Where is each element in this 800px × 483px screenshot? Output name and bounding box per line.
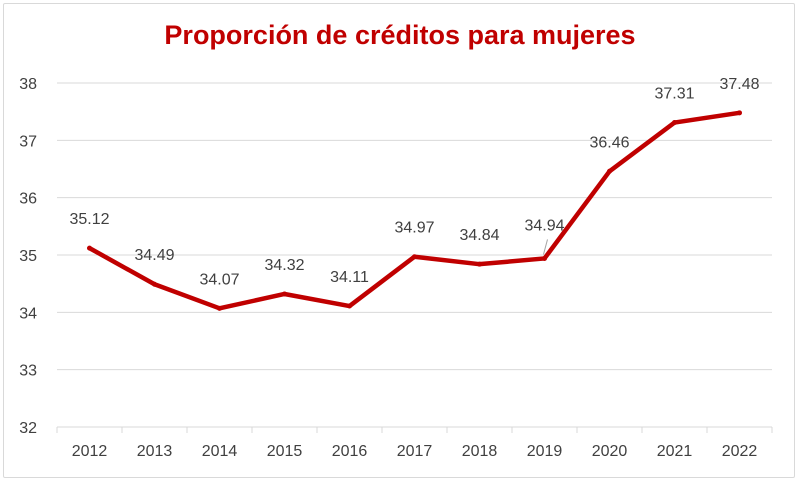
y-tick-label-38: 38 bbox=[19, 76, 37, 93]
data-point-2021 bbox=[672, 120, 677, 126]
data-point-2014 bbox=[217, 305, 222, 311]
y-tick-label-35: 35 bbox=[19, 248, 37, 265]
chart-title: Proporción de créditos para mujeres bbox=[164, 20, 636, 50]
y-axis-tick-labels: 32 33 34 35 36 37 38 bbox=[19, 76, 37, 437]
data-point-2012 bbox=[87, 245, 92, 251]
x-tick-label-2012: 2012 bbox=[72, 443, 108, 460]
data-label-2022: 37.48 bbox=[719, 76, 759, 93]
x-tick-label-2016: 2016 bbox=[332, 443, 368, 460]
data-label-2018: 34.84 bbox=[459, 227, 499, 244]
data-label-2013: 34.49 bbox=[134, 247, 174, 264]
x-tick-label-2015: 2015 bbox=[267, 443, 303, 460]
series-line bbox=[87, 110, 742, 311]
data-point-2022 bbox=[737, 110, 742, 116]
data-label-2020: 36.46 bbox=[589, 134, 629, 151]
x-axis bbox=[56, 426, 773, 433]
data-point-2019 bbox=[542, 255, 547, 261]
data-label-2017: 34.97 bbox=[394, 220, 434, 237]
data-label-2019: 34.94 bbox=[524, 217, 564, 234]
series bbox=[87, 110, 742, 311]
data-label-2014: 34.07 bbox=[199, 271, 239, 288]
data-point-2017 bbox=[412, 254, 417, 260]
x-tick-label-2017: 2017 bbox=[397, 443, 433, 460]
data-point-2018 bbox=[477, 261, 482, 267]
y-tick-label-36: 36 bbox=[19, 191, 37, 208]
data-label-leader-line bbox=[543, 239, 548, 255]
x-tick-label-2020: 2020 bbox=[592, 443, 628, 460]
data-label-2016: 34.11 bbox=[330, 269, 369, 286]
x-tick-label-2013: 2013 bbox=[137, 443, 173, 460]
data-point-2015 bbox=[282, 291, 287, 297]
chart-frame bbox=[3, 3, 795, 478]
data-point-2013 bbox=[152, 281, 157, 287]
x-tick-label-2021: 2021 bbox=[657, 443, 693, 460]
x-tick-label-2014: 2014 bbox=[202, 443, 238, 460]
y-tick-label-37: 37 bbox=[19, 133, 37, 150]
y-tick-label-34: 34 bbox=[19, 305, 37, 322]
y-tick-label-33: 33 bbox=[19, 363, 37, 380]
y-tick-label-32: 32 bbox=[19, 420, 37, 437]
x-tick-label-2022: 2022 bbox=[722, 443, 758, 460]
data-labels: 35.12 34.49 34.07 34.32 34.11 34.97 34.84 34.94… bbox=[69, 76, 759, 289]
data-point-2016 bbox=[347, 303, 352, 309]
x-tick-label-2019: 2019 bbox=[527, 443, 563, 460]
data-point-2020 bbox=[607, 168, 612, 174]
x-axis-tick-labels: 2012 2013 2014 2015 2016 2017 2018 2019 2020 2021… bbox=[72, 443, 758, 460]
data-label-2015: 34.32 bbox=[264, 257, 304, 274]
data-label-2021: 37.31 bbox=[654, 86, 694, 103]
x-tick-label-2018: 2018 bbox=[462, 443, 498, 460]
data-label-2012: 35.12 bbox=[69, 211, 109, 228]
